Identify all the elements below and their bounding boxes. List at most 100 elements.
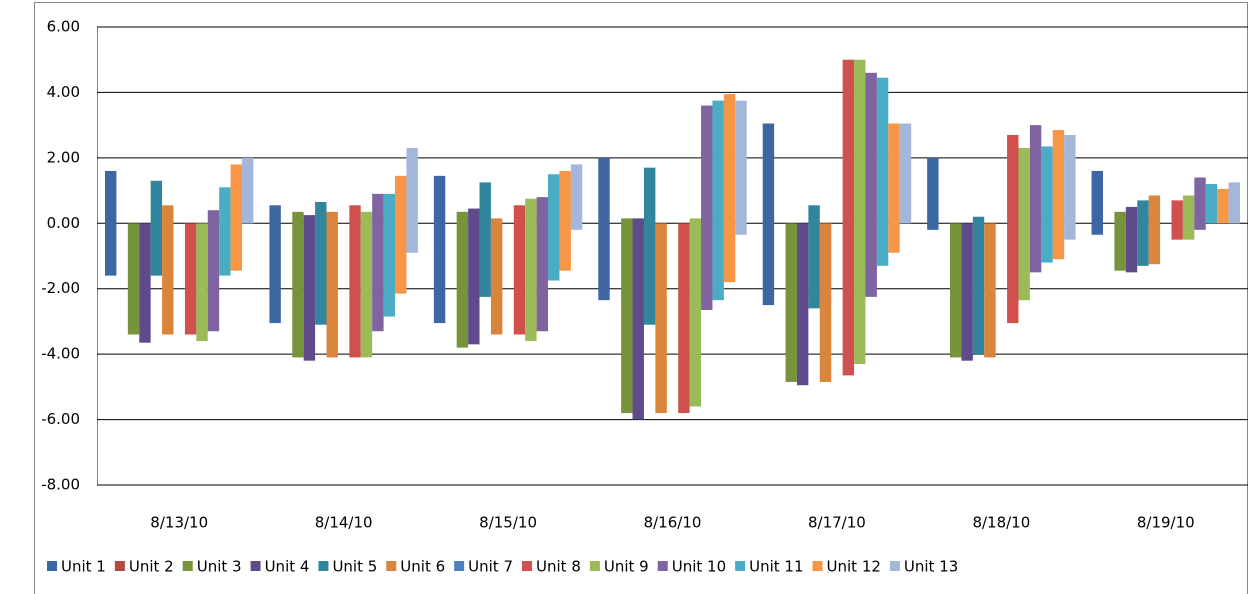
y-tick-label: 4.00 bbox=[47, 83, 80, 101]
bar bbox=[1114, 211, 1126, 271]
legend-swatch bbox=[735, 561, 746, 571]
bar bbox=[242, 157, 254, 224]
legend-label: Unit 6 bbox=[400, 558, 445, 576]
bar bbox=[723, 94, 736, 283]
legend-label: Unit 3 bbox=[197, 558, 242, 576]
x-tick-label: 8/13/10 bbox=[150, 514, 208, 532]
legend-swatch bbox=[589, 561, 600, 571]
bar bbox=[712, 100, 724, 301]
legend-swatch bbox=[386, 561, 397, 571]
bar bbox=[796, 223, 809, 386]
bar bbox=[536, 197, 549, 332]
bar bbox=[598, 157, 610, 301]
bar bbox=[1217, 188, 1229, 224]
legend-swatch bbox=[454, 561, 465, 571]
bar bbox=[230, 164, 243, 271]
bar bbox=[162, 205, 174, 335]
legend-label: Unit 10 bbox=[672, 558, 726, 576]
bar bbox=[570, 164, 583, 230]
legend-label: Unit 1 bbox=[61, 558, 106, 576]
y-tick-label: 2.00 bbox=[47, 148, 80, 166]
bar bbox=[1205, 184, 1218, 224]
bar bbox=[1182, 195, 1195, 240]
bar bbox=[1007, 134, 1019, 324]
bar bbox=[927, 157, 939, 230]
legend-label: Unit 5 bbox=[332, 558, 377, 576]
bar bbox=[184, 223, 197, 335]
bar bbox=[468, 208, 480, 345]
bar bbox=[269, 205, 281, 324]
bar bbox=[548, 174, 560, 281]
bar bbox=[949, 223, 962, 358]
y-tick-label: 6.00 bbox=[47, 18, 80, 36]
bar bbox=[785, 223, 797, 382]
bar bbox=[196, 223, 208, 342]
legend-label: Unit 7 bbox=[468, 558, 513, 576]
bar bbox=[105, 170, 117, 276]
bar bbox=[888, 123, 900, 253]
bar bbox=[303, 215, 316, 361]
bar bbox=[972, 216, 985, 355]
bar bbox=[1091, 170, 1103, 235]
bar bbox=[525, 198, 537, 342]
bar bbox=[1029, 125, 1042, 273]
bar bbox=[1228, 182, 1240, 224]
legend-swatch bbox=[114, 561, 125, 571]
legend-swatch bbox=[182, 561, 193, 571]
legend-swatch bbox=[47, 561, 57, 571]
y-tick-label: -4.00 bbox=[41, 345, 80, 363]
x-tick-label: 8/15/10 bbox=[479, 514, 537, 532]
bar bbox=[701, 105, 713, 310]
bar bbox=[984, 223, 996, 358]
bar bbox=[762, 123, 775, 306]
x-tick-label: 8/19/10 bbox=[1137, 514, 1195, 532]
bar bbox=[876, 77, 889, 266]
legend-swatch bbox=[812, 561, 823, 571]
bar bbox=[621, 218, 633, 414]
bar bbox=[735, 100, 747, 235]
bar bbox=[819, 223, 832, 382]
bar bbox=[219, 187, 231, 276]
bar bbox=[372, 193, 384, 332]
x-tick-label: 8/18/10 bbox=[972, 514, 1030, 532]
legend-label: Unit 4 bbox=[265, 558, 310, 576]
bar bbox=[854, 59, 866, 364]
bar bbox=[406, 148, 418, 253]
bar bbox=[842, 59, 855, 376]
bar bbox=[1125, 206, 1138, 273]
legend-label: Unit 8 bbox=[536, 558, 581, 576]
bar bbox=[1041, 146, 1053, 263]
bar bbox=[479, 182, 491, 297]
bar bbox=[395, 175, 407, 294]
bar bbox=[643, 167, 656, 325]
bar bbox=[559, 170, 571, 271]
bar bbox=[349, 205, 361, 358]
legend-swatch bbox=[318, 561, 329, 571]
bar bbox=[808, 205, 820, 309]
y-tick-label: -6.00 bbox=[41, 410, 80, 428]
y-tick-label: 0.00 bbox=[47, 214, 80, 232]
legend-swatch bbox=[889, 561, 900, 571]
bar bbox=[678, 223, 690, 414]
bar bbox=[513, 205, 526, 335]
bar bbox=[1052, 130, 1065, 260]
bar bbox=[865, 72, 877, 297]
legend-label: Unit 13 bbox=[904, 558, 958, 576]
bar bbox=[456, 211, 469, 348]
bar bbox=[383, 193, 396, 317]
legend-label: Unit 9 bbox=[604, 558, 649, 576]
bar bbox=[689, 218, 702, 407]
bar bbox=[360, 211, 373, 358]
bar bbox=[490, 218, 503, 335]
bar bbox=[1018, 148, 1030, 301]
bar bbox=[1171, 200, 1183, 240]
y-tick-label: -2.00 bbox=[41, 279, 80, 297]
bar bbox=[1064, 134, 1076, 240]
x-tick-label: 8/16/10 bbox=[644, 514, 702, 532]
bar bbox=[315, 202, 327, 325]
legend-label: Unit 11 bbox=[749, 558, 803, 576]
legend-swatch bbox=[522, 561, 533, 571]
legend-swatch bbox=[657, 561, 668, 571]
bar bbox=[433, 175, 446, 324]
